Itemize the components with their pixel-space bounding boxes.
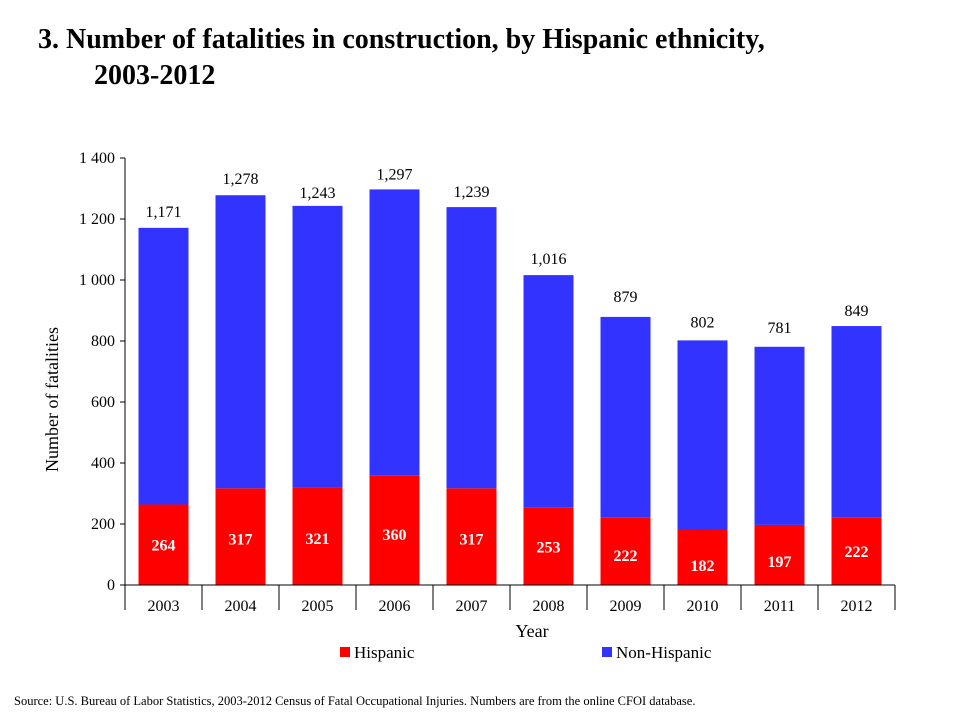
x-tick-label-2003: 2003: [148, 598, 180, 615]
y-tick-label-0: 0: [107, 577, 115, 594]
bar-hispanic-2008: [523, 507, 574, 585]
data-label-hispanic-2003: 264: [152, 538, 176, 555]
bar-hispanic-2006: [369, 475, 420, 585]
x-tick-label-2012: 2012: [841, 598, 873, 615]
y-tick-label-600: 600: [91, 394, 115, 411]
bar-non-hispanic-2010: [677, 340, 728, 530]
x-axis-title: Year: [515, 621, 548, 641]
x-tick-label-2010: 2010: [687, 598, 719, 615]
bar-non-hispanic-2004: [215, 195, 266, 489]
data-label-total-2010: 802: [691, 314, 715, 331]
data-label-total-2007: 1,239: [454, 184, 490, 201]
y-tick-label-1200: 1 200: [79, 211, 115, 228]
data-label-total-2005: 1,243: [300, 185, 336, 202]
bar-non-hispanic-2006: [369, 189, 420, 476]
x-tick-label-2006: 2006: [379, 598, 411, 615]
source-note: Source: U.S. Bureau of Labor Statistics,…: [14, 694, 696, 708]
y-tick-label-800: 800: [91, 333, 115, 350]
y-tick-label-1400: 1 400: [79, 150, 115, 167]
bar-non-hispanic-2008: [523, 275, 574, 508]
data-label-hispanic-2009: 222: [614, 548, 638, 565]
bar-hispanic-2003: [138, 504, 189, 585]
data-label-hispanic-2010: 182: [691, 558, 715, 575]
bar-hispanic-2005: [292, 487, 343, 585]
data-label-total-2003: 1,171: [146, 204, 182, 221]
data-label-hispanic-2005: 321: [306, 531, 330, 548]
x-tick-label-2004: 2004: [225, 598, 257, 615]
y-tick-label-1000: 1 000: [79, 272, 115, 289]
y-axis-title: Number of fatalities: [42, 327, 62, 472]
bar-non-hispanic-2012: [831, 326, 882, 518]
x-tick-label-2008: 2008: [533, 598, 565, 615]
bar-non-hispanic-2005: [292, 205, 343, 488]
x-tick-label-2005: 2005: [302, 598, 334, 615]
bar-hispanic-2012: [831, 517, 882, 585]
bar-non-hispanic-2003: [138, 227, 189, 505]
data-label-hispanic-2007: 317: [460, 532, 484, 549]
data-label-total-2011: 781: [768, 320, 792, 337]
data-label-hispanic-2004: 317: [229, 532, 253, 549]
legend-swatch-non-hispanic: [602, 647, 612, 657]
x-tick-label-2011: 2011: [764, 598, 795, 615]
bar-non-hispanic-2007: [446, 207, 497, 489]
stacked-bar-chart: 264 1,171 2003 317 1,278 2004 321 1,243 2005 360 1…: [42, 150, 896, 662]
data-label-hispanic-2011: 197: [768, 554, 792, 571]
data-label-total-2006: 1,297: [377, 166, 413, 183]
legend-label-hispanic: Hispanic: [354, 643, 415, 662]
data-label-total-2009: 879: [614, 289, 638, 306]
y-tick-label-400: 400: [91, 455, 115, 472]
data-label-total-2012: 849: [845, 303, 869, 320]
bar-non-hispanic-2009: [600, 316, 651, 518]
legend-label-non-hispanic: Non-Hispanic: [616, 643, 712, 662]
data-label-hispanic-2008: 253: [537, 539, 561, 556]
bar-hispanic-2007: [446, 488, 497, 585]
bar-hispanic-2011: [754, 524, 805, 585]
bar-hispanic-2010: [677, 529, 728, 585]
x-tick-label-2009: 2009: [610, 598, 642, 615]
y-tick-label-200: 200: [91, 516, 115, 533]
bar-non-hispanic-2011: [754, 346, 805, 525]
x-tick-label-2007: 2007: [456, 598, 488, 615]
bar-hispanic-2009: [600, 517, 651, 585]
legend-swatch-hispanic: [340, 647, 350, 657]
data-label-total-2004: 1,278: [223, 171, 259, 188]
data-label-hispanic-2012: 222: [845, 544, 869, 561]
chart-title: 3. Number of fatalities in construction,…: [38, 22, 938, 94]
chart-title-line2: 2003-2012: [94, 60, 216, 91]
bar-hispanic-2004: [215, 488, 266, 585]
chart-title-line1: 3. Number of fatalities in construction,…: [38, 24, 765, 55]
data-label-total-2008: 1,016: [531, 251, 567, 268]
data-label-hispanic-2006: 360: [383, 527, 407, 544]
